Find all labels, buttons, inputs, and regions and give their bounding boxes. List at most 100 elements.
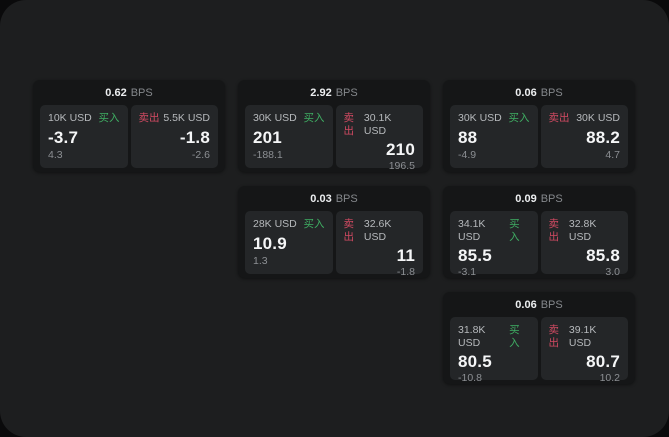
- spread-value: 2.92: [310, 86, 332, 99]
- buy-amount: 31.8K USD: [458, 324, 486, 349]
- sell-price: 11: [396, 246, 415, 266]
- spread-unit-label: BPS: [130, 86, 153, 99]
- spread-header: 0.06 BPS: [450, 80, 628, 105]
- sell-tile-header: 卖出 32.6K USD: [344, 218, 416, 243]
- sell-tile[interactable]: 卖出 32.6K USD 11 -1.8: [335, 211, 423, 278]
- sell-tile[interactable]: 卖出 39.1K USD 80.7 10.2: [540, 317, 628, 384]
- spread-unit-label: BPS: [540, 192, 563, 205]
- buy-tile-header: 34.1K USD 买入: [458, 218, 530, 243]
- quotes-grid: 0.62 BPS 10K USD 买入 -3.7 4.3 卖出 5.5K USD…: [33, 80, 635, 384]
- spread-unit-label: BPS: [335, 86, 358, 99]
- sell-amount: 30.1K USD: [363, 112, 392, 137]
- sell-amount: 32.6K USD: [363, 218, 392, 243]
- sell-button[interactable]: 卖出: [548, 324, 560, 349]
- spread-header: 0.62 BPS: [40, 80, 218, 105]
- sell-tile-header: 卖出 32.8K USD: [549, 218, 621, 243]
- sell-delta: 4.7: [605, 149, 620, 162]
- sell-tile-header: 卖出 30K USD: [549, 112, 621, 125]
- buy-tile[interactable]: 30K USD 买入 88 -4.9: [450, 105, 538, 168]
- buy-amount: 34.1K USD: [458, 218, 486, 243]
- quote-card: 2.92 BPS 30K USD 买入 201 -188.1 卖出 30.1K …: [238, 80, 430, 172]
- buy-tile-header: 30K USD 买入: [458, 112, 530, 125]
- sell-delta: 10.2: [599, 371, 620, 384]
- sell-price: -1.8: [179, 127, 210, 147]
- buy-button[interactable]: 买入: [509, 324, 520, 349]
- buy-delta: -10.8: [458, 371, 482, 384]
- buy-tile[interactable]: 34.1K USD 买入 85.5 -3.1: [450, 211, 538, 278]
- spread-unit-label: BPS: [540, 86, 563, 99]
- sell-button[interactable]: 卖出: [548, 218, 560, 243]
- buy-button[interactable]: 买入: [508, 112, 530, 124]
- buy-tile-header: 30K USD 买入: [253, 112, 325, 125]
- sell-tile[interactable]: 卖出 30K USD 88.2 4.7: [540, 105, 628, 168]
- buy-tile[interactable]: 30K USD 买入 201 -188.1: [245, 105, 333, 168]
- sell-tile-header: 卖出 30.1K USD: [344, 112, 416, 137]
- buy-tile-header: 28K USD 买入: [253, 218, 325, 231]
- spread-header: 0.06 BPS: [450, 292, 628, 317]
- quote-body: 30K USD 买入 88 -4.9 卖出 30K USD 88.2 4.7: [450, 105, 628, 168]
- quote-body: 10K USD 买入 -3.7 4.3 卖出 5.5K USD -1.8 -2.…: [40, 105, 218, 168]
- buy-delta: 1.3: [253, 255, 268, 268]
- sell-delta: 196.5: [388, 159, 415, 172]
- sell-tile-header: 卖出 39.1K USD: [549, 324, 621, 349]
- sell-amount: 30K USD: [576, 112, 620, 124]
- buy-tile[interactable]: 31.8K USD 买入 80.5 -10.8: [450, 317, 538, 384]
- buy-delta: -3.1: [458, 265, 477, 278]
- buy-amount: 10K USD: [48, 112, 92, 124]
- spread-unit-label: BPS: [335, 192, 358, 205]
- sell-amount: 5.5K USD: [163, 112, 210, 124]
- sell-price: 88.2: [586, 127, 620, 147]
- quote-card: 0.03 BPS 28K USD 买入 10.9 1.3 卖出 32.6K US…: [238, 186, 430, 278]
- sell-delta: -1.8: [396, 265, 415, 278]
- buy-price: 88: [458, 127, 478, 147]
- buy-tile[interactable]: 10K USD 买入 -3.7 4.3: [40, 105, 128, 168]
- sell-tile[interactable]: 卖出 30.1K USD 210 196.5: [335, 105, 423, 172]
- sell-button[interactable]: 卖出: [548, 112, 570, 124]
- buy-tile-header: 10K USD 买入: [48, 112, 120, 125]
- buy-price: -3.7: [48, 127, 79, 147]
- spread-value: 0.06: [515, 298, 537, 311]
- quote-body: 30K USD 买入 201 -188.1 卖出 30.1K USD 210 1…: [245, 105, 423, 172]
- spread-value: 0.06: [515, 86, 537, 99]
- sell-amount: 32.8K USD: [568, 218, 597, 243]
- sell-price: 85.8: [586, 246, 620, 266]
- sell-button[interactable]: 卖出: [343, 112, 355, 137]
- sell-delta: -2.6: [191, 149, 210, 162]
- quote-card: 0.06 BPS 30K USD 买入 88 -4.9 卖出 30K USD 8…: [443, 80, 635, 172]
- spread-value: 0.03: [310, 192, 332, 205]
- sell-button[interactable]: 卖出: [138, 112, 160, 124]
- buy-tile[interactable]: 28K USD 买入 10.9 1.3: [245, 211, 333, 274]
- sell-price: 210: [386, 140, 415, 160]
- quote-card: 0.06 BPS 31.8K USD 买入 80.5 -10.8 卖出 39.1…: [443, 292, 635, 384]
- buy-price: 85.5: [458, 246, 492, 266]
- buy-button[interactable]: 买入: [509, 218, 520, 243]
- spread-value: 0.62: [105, 86, 127, 99]
- buy-amount: 30K USD: [458, 112, 502, 124]
- spread-header: 0.03 BPS: [245, 186, 423, 211]
- buy-tile-header: 31.8K USD 买入: [458, 324, 530, 349]
- quote-card: 0.62 BPS 10K USD 买入 -3.7 4.3 卖出 5.5K USD…: [33, 80, 225, 172]
- buy-amount: 30K USD: [253, 112, 297, 124]
- buy-delta: 4.3: [48, 149, 63, 162]
- spread-value: 0.09: [515, 192, 537, 205]
- sell-price: 80.7: [586, 352, 620, 372]
- buy-button[interactable]: 买入: [303, 218, 325, 230]
- sell-tile[interactable]: 卖出 5.5K USD -1.8 -2.6: [130, 105, 218, 168]
- buy-price: 201: [253, 127, 282, 147]
- buy-delta: -4.9: [458, 149, 477, 162]
- quote-body: 34.1K USD 买入 85.5 -3.1 卖出 32.8K USD 85.8…: [450, 211, 628, 278]
- buy-price: 10.9: [253, 233, 287, 253]
- quote-body: 31.8K USD 买入 80.5 -10.8 卖出 39.1K USD 80.…: [450, 317, 628, 384]
- sell-tile[interactable]: 卖出 32.8K USD 85.8 3.0: [540, 211, 628, 278]
- sell-tile-header: 卖出 5.5K USD: [139, 112, 211, 125]
- sell-button[interactable]: 卖出: [343, 218, 355, 243]
- spread-unit-label: BPS: [540, 298, 563, 311]
- quote-body: 28K USD 买入 10.9 1.3 卖出 32.6K USD 11 -1.8: [245, 211, 423, 278]
- spread-header: 2.92 BPS: [245, 80, 423, 105]
- buy-amount: 28K USD: [253, 218, 297, 230]
- buy-button[interactable]: 买入: [303, 112, 325, 124]
- buy-button[interactable]: 买入: [98, 112, 120, 124]
- quote-card: 0.09 BPS 34.1K USD 买入 85.5 -3.1 卖出 32.8K…: [443, 186, 635, 278]
- sell-amount: 39.1K USD: [568, 324, 597, 349]
